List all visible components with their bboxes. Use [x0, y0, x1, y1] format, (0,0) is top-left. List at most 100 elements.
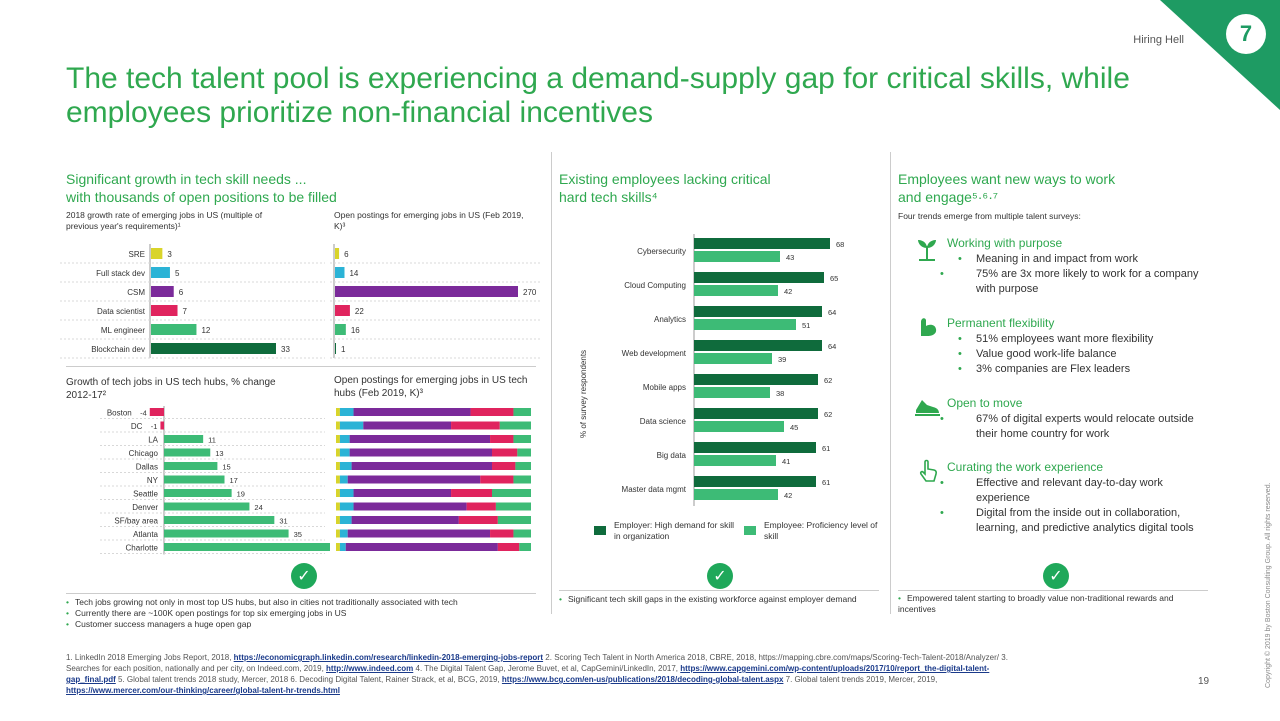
data-label: 42: [784, 287, 792, 296]
data-label: 31: [279, 517, 287, 526]
copyright-text: Copyright © 2019 by Boston Consulting Gr…: [1264, 482, 1272, 688]
data-label: 11: [208, 436, 216, 445]
bar-employer: [694, 442, 816, 453]
stacked-bar-segment: [339, 448, 350, 457]
data-label: 35: [294, 530, 302, 539]
category-label: Blockchain dev: [91, 345, 145, 354]
footnote-1-link[interactable]: https://economicgraph.linkedin.com/resea…: [233, 653, 544, 662]
growth-chart-title: 2018 growth rate of emerging jobs in US …: [66, 210, 263, 231]
bar-employee: [694, 251, 780, 262]
data-label: 51: [802, 321, 810, 330]
stacked-bar-segment: [492, 448, 518, 457]
middle-check-icon: ✓: [707, 563, 733, 589]
footnote-1-text: 1. LinkedIn 2018 Emerging Jobs Report, 2…: [66, 653, 234, 662]
legend-employee-swatch: [744, 526, 756, 535]
trend-title-purpose: Working with purpose: [947, 236, 1063, 250]
trend-item: Meaning in and impact from work: [958, 252, 1208, 267]
stacked-bar-segment: [347, 529, 491, 538]
footnote-2-text: 2. Scoring Tech Talent in North America …: [66, 653, 1008, 673]
data-label: 24: [254, 503, 262, 512]
footnote-3-link[interactable]: http://www.indeed.com: [326, 664, 414, 673]
middle-heading-line2: hard tech skills⁴: [559, 189, 658, 205]
legend-employer-swatch: [594, 526, 606, 535]
data-label: 64: [828, 342, 836, 351]
footnote-4-link[interactable]: https://www.capgemini.com/wp-content/upl…: [66, 664, 990, 684]
bar: [160, 421, 164, 430]
right-note: Empowered talent starting to broadly val…: [898, 593, 1203, 615]
stacked-bar-segment: [339, 475, 348, 484]
category-label: Denver: [132, 503, 158, 512]
category-label: Full stack dev: [96, 269, 145, 278]
footnote-7-link[interactable]: https://www.mercer.com/our-thinking/care…: [66, 686, 340, 695]
right-heading: Employees want new ways to work and enga…: [898, 170, 1198, 206]
deck-label: Hiring Hell: [1133, 34, 1184, 46]
data-label: 43: [786, 253, 794, 262]
bar: [164, 529, 289, 538]
data-label: 19: [237, 490, 245, 499]
category-label: Data scientist: [97, 307, 146, 316]
bar: [164, 489, 232, 497]
stacked-bar-segment: [495, 502, 531, 511]
data-label: 16: [351, 326, 360, 335]
trend-list-purpose: Meaning in and impact from work 75% are …: [958, 252, 1208, 297]
stacked-bar-segment: [515, 462, 531, 470]
stacked-bar-segment: [513, 529, 531, 538]
stacked-bar-segment: [336, 475, 340, 484]
stacked-bar-segment: [349, 448, 492, 457]
stacked-bar-segment: [336, 529, 340, 538]
footnote-4-text: 4. The Digital Talent Gap, Jerome Buvet,…: [413, 664, 681, 673]
middle-notes-divider: [559, 590, 879, 591]
stacked-bar-segment: [336, 421, 340, 430]
bar-employee: [694, 489, 778, 500]
stacked-bar-segment: [513, 408, 531, 416]
middle-heading: Existing employees lacking critical hard…: [559, 170, 879, 206]
bar-employer: [694, 374, 818, 385]
stacked-bar-segment: [336, 448, 340, 457]
stacked-bar-segment: [470, 408, 514, 416]
stacked-bar-segment: [353, 408, 471, 416]
stacked-bar-segment: [336, 516, 340, 524]
bar: [335, 267, 345, 278]
stacked-bar-segment: [451, 421, 500, 430]
data-label: 17: [230, 476, 238, 485]
bar: [151, 343, 276, 354]
stacked-bar-segment: [497, 543, 520, 551]
stacked-bar-segment: [349, 435, 491, 443]
trend-list-experience: Effective and relevant day-to-day work e…: [958, 476, 1208, 536]
bar: [151, 267, 170, 278]
bar-employee: [694, 387, 770, 398]
data-label: 45: [790, 423, 798, 432]
stacked-bar-segment: [347, 475, 481, 484]
footnote-6-link[interactable]: https://www.bcg.com/en-us/publications/2…: [501, 675, 784, 684]
left-note-3: Customer success managers a huge open ga…: [66, 619, 536, 630]
trend-list-move: 67% of digital experts would relocate ou…: [958, 412, 1208, 442]
trend-item: Value good work-life balance: [958, 347, 1208, 362]
stacked-bar-segment: [480, 475, 514, 484]
stacked-bar-segment: [339, 462, 352, 470]
stacked-bar-segment: [339, 516, 352, 524]
stacked-bar-segment: [466, 502, 496, 511]
category-label: SF/bay area: [114, 517, 158, 526]
bar: [151, 305, 178, 316]
footnotes: 1. LinkedIn 2018 Emerging Jobs Report, 2…: [66, 652, 1026, 696]
category-label: Charlotte: [126, 544, 159, 553]
data-label: 5: [175, 269, 180, 278]
data-label: 1: [341, 345, 346, 354]
stacked-bar-segment: [513, 435, 531, 443]
legend-employer-label: Employer: High demand for skill in organ…: [614, 520, 734, 541]
purpose-plant-icon: [918, 240, 936, 261]
trend-item: 75% are 3x more likely to work for a com…: [958, 267, 1208, 297]
data-label: 7: [183, 307, 188, 316]
stacked-bar-segment: [351, 462, 492, 470]
data-label: 14: [349, 269, 358, 278]
data-label: 38: [776, 389, 784, 398]
stacked-bar-segment: [339, 421, 364, 430]
bar: [335, 324, 346, 335]
data-label: 62: [824, 410, 832, 419]
left-heading: Significant growth in tech skill needs .…: [66, 170, 526, 206]
bar-employee: [694, 353, 772, 364]
copyright-vertical: Copyright © 2019 by Boston Consulting Gr…: [1264, 482, 1272, 688]
flex-arm-icon: [921, 318, 937, 336]
postings-chart-title: Open postings for emerging jobs in US (F…: [334, 210, 524, 231]
bar-employer: [694, 272, 824, 283]
